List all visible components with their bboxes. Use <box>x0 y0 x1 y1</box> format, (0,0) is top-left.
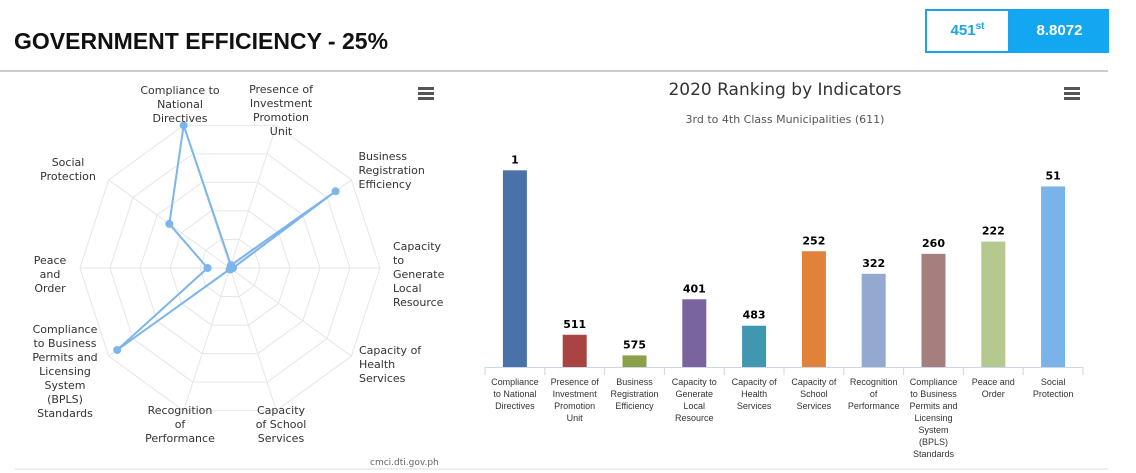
menu-bar <box>1064 87 1080 90</box>
x-tick-label: Presence of Investment Promotion Unit <box>550 377 599 423</box>
data-label: 483 <box>743 309 766 322</box>
chart-title: 2020 Ranking by Indicators <box>668 80 901 100</box>
x-tick-label: Business Registration Efficiency <box>610 377 659 411</box>
radar-spoke <box>229 267 352 357</box>
radar-spoke <box>229 125 277 269</box>
bar <box>682 299 707 367</box>
radar-axis-label: Business Registration Efficiency <box>358 150 425 191</box>
x-tick-label: Peace and Order <box>971 377 1015 399</box>
radar-axis-label: Presence of Investment Promotion Unit <box>249 83 313 138</box>
radar-spoke <box>229 267 277 411</box>
radar-point <box>113 345 122 354</box>
radar-point <box>203 264 212 272</box>
radar-axis-label: Capacity of Health Services <box>359 344 422 385</box>
radar-axis-label: Peace and Order <box>33 254 67 295</box>
x-tick-label: Capacity to Generate Local Resource <box>671 377 717 423</box>
bar <box>742 325 767 367</box>
rank-suffix: st <box>975 21 985 32</box>
bar <box>921 253 946 367</box>
radar-point <box>165 219 174 228</box>
data-label: 401 <box>683 282 706 295</box>
data-label: 222 <box>982 225 1005 238</box>
data-label: 511 <box>563 318 586 331</box>
data-label: 575 <box>623 338 646 351</box>
radar-axis-label: Capacity of School Services <box>255 404 307 445</box>
data-label: 260 <box>922 237 945 250</box>
bar <box>861 273 886 367</box>
bar <box>981 241 1006 367</box>
radar-axis-label: Social Protection <box>40 156 96 183</box>
radar-spoke <box>183 267 231 411</box>
x-tick-label: Social Protection <box>1032 377 1074 399</box>
radar-axis-label: Capacity to Generate Local Resource <box>393 240 445 309</box>
x-tick-label: Compliance to National Directives <box>491 377 539 411</box>
menu-bar <box>1064 92 1080 95</box>
menu-bar <box>418 97 434 100</box>
radar-axis-label: Compliance to National Directives <box>140 84 220 125</box>
x-tick-label: Capacity of Health Services <box>731 377 777 411</box>
radar-axis-label: Compliance to Business Permits and Licen… <box>32 323 98 420</box>
score-box: 8.8072 <box>1010 9 1109 53</box>
bar <box>801 251 826 367</box>
x-tick-label: Recognition of Performance <box>847 377 900 411</box>
radar-axis-label: Recognition of Performance <box>145 404 215 445</box>
credit: cmci.dti.gov.ph <box>370 458 439 468</box>
bar <box>1041 186 1066 367</box>
bar <box>502 170 527 367</box>
page-title: GOVERNMENT EFFICIENCY - 25% <box>14 28 389 54</box>
menu-icon[interactable] <box>1064 87 1080 100</box>
menu-bar <box>418 87 434 90</box>
radar-point <box>331 187 340 196</box>
menu-bar <box>418 92 434 95</box>
bar <box>622 355 647 367</box>
data-label: 51 <box>1045 169 1060 182</box>
radar-point <box>179 121 188 130</box>
menu-bar <box>1064 97 1080 100</box>
x-tick-label: Compliance to Business Permits and Licen… <box>909 377 958 459</box>
rank-box: 451st <box>925 9 1010 53</box>
menu-icon[interactable] <box>418 87 434 100</box>
x-tick-label: Capacity of School Services <box>791 377 837 411</box>
bar <box>562 334 587 367</box>
data-label: 322 <box>862 257 885 270</box>
chart-subtitle: 3rd to 4th Class Municipalities (611) <box>686 113 885 126</box>
rank: 451 <box>950 22 976 39</box>
radar-point <box>225 265 234 274</box>
data-label: 252 <box>802 234 825 247</box>
data-label: 1 <box>511 153 519 166</box>
